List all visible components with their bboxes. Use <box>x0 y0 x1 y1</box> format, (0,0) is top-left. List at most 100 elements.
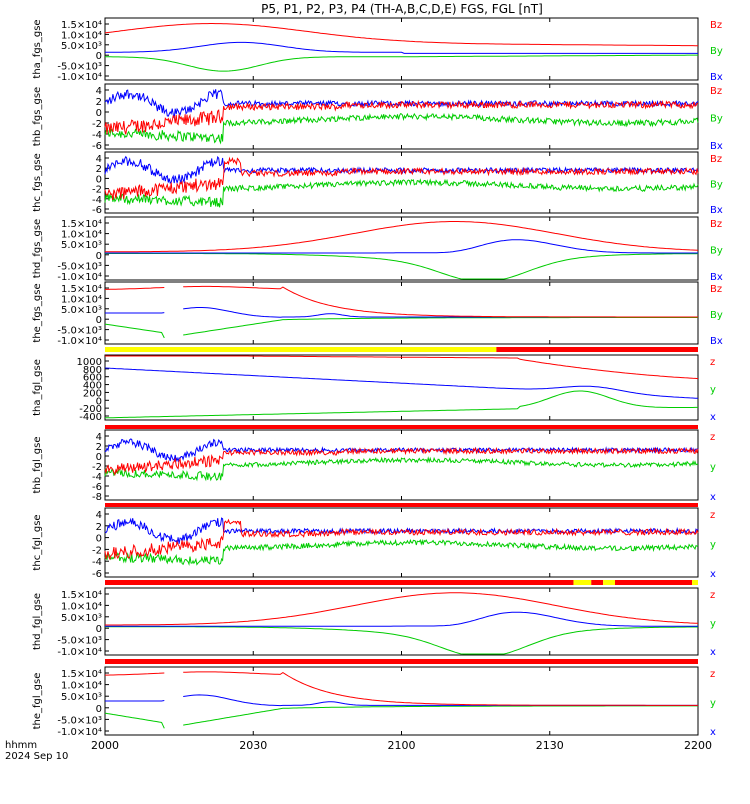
y-tick-label: 1.5×10⁴ <box>61 590 102 601</box>
series-x <box>105 611 698 627</box>
series-z <box>104 99 699 135</box>
y-tick-label: -2 <box>92 545 102 556</box>
legend-bx: Bx <box>710 141 723 152</box>
x-tick-label: 2000 <box>91 739 119 752</box>
series-z <box>104 23 698 47</box>
legend-x: x <box>710 412 716 423</box>
x-tick-label: 2200 <box>684 739 712 752</box>
mode-bar-segment <box>105 659 698 664</box>
legend-bz: Bz <box>710 154 722 165</box>
y-tick-label: -1.0×10⁴ <box>57 727 102 738</box>
x-tick-label: 2030 <box>239 739 267 752</box>
panels-group: 1.5×10⁴1.0×10⁴5.0×10³0-5.0×10³-1.0×10⁴th… <box>32 17 723 752</box>
y-tick-label: 800 <box>83 365 102 376</box>
y-tick-label: -6 <box>92 482 102 493</box>
y-tick-label: -6 <box>92 205 102 216</box>
series-z <box>105 285 698 318</box>
y-tick-label: -1.0×10⁴ <box>57 647 102 658</box>
panel-frame <box>104 17 699 81</box>
y-tick-label: 0 <box>96 174 102 185</box>
y-tick-label: -8 <box>92 492 102 503</box>
series-y <box>105 54 698 72</box>
panel-8: 420-2-4-6 thc_fgl_gse z y x <box>32 507 716 580</box>
y-tick-label: -1.0×10⁴ <box>57 272 102 283</box>
legend-x: x <box>710 727 716 738</box>
y-tick-label: 1.0×10⁴ <box>61 230 102 241</box>
chart-title: P5, P1, P2, P3, P4 (TH-A,B,C,D,E) FGS, F… <box>261 2 543 16</box>
legend-bx: Bx <box>710 72 723 83</box>
series-y <box>105 253 699 280</box>
y-tick-label: 2 <box>96 522 102 533</box>
y-tick-label: 4 <box>96 86 102 97</box>
panel-2: 420-2-4-6 thb_fgs_gse Bz By Bx <box>32 83 723 152</box>
mode-bar-segment <box>614 580 693 585</box>
legend-z: z <box>710 590 715 601</box>
legend-bx: Bx <box>710 205 723 216</box>
series-z <box>105 221 699 253</box>
legend-by: By <box>710 246 723 257</box>
y-tick-label: 1.0×10⁴ <box>61 294 102 305</box>
y-tick-label: 4 <box>96 510 102 521</box>
y-axis-label: thc_fgs_gse <box>32 153 43 212</box>
y-tick-label: 2 <box>96 442 102 453</box>
legend-x: x <box>710 647 716 658</box>
y-axis-label: thb_fgs_gse <box>32 87 43 146</box>
legend-z: z <box>710 432 715 443</box>
y-tick-label: 0 <box>96 51 102 62</box>
y-tick-label: -5.0×10³ <box>57 715 102 726</box>
series-z <box>105 671 698 706</box>
panel-3: 420-2-4-6 thc_fgs_gse Bz By Bx <box>32 151 723 216</box>
y-tick-label: -400 <box>79 412 102 423</box>
y-tick-label: 2 <box>96 164 102 175</box>
y-tick-label: 5.0×10³ <box>61 305 102 316</box>
panel-frame <box>104 281 699 345</box>
y-tick-label: 5.0×10³ <box>61 692 102 703</box>
mode-bar-segment <box>105 503 698 507</box>
legend-bx: Bx <box>710 272 723 283</box>
mode-bar-segment <box>105 580 574 585</box>
y-tick-label: 0 <box>96 704 102 715</box>
y-axis-label: thd_fgl_gse <box>32 593 43 650</box>
legend-bx: Bx <box>710 336 723 347</box>
legend-bz: Bz <box>710 86 722 97</box>
panel-7: 420-2-4-6-8 thb_fgl_gse z y x <box>32 429 716 503</box>
y-tick-label: -1.0×10⁴ <box>57 72 102 83</box>
series-z <box>104 446 699 476</box>
x-axis-date: 2024 Sep 10 <box>5 751 68 762</box>
y-tick-label: 5.0×10³ <box>61 613 102 624</box>
y-tick-label: 1.0×10⁴ <box>61 30 102 41</box>
legend-by: By <box>710 310 723 321</box>
mode-bar-segment <box>573 580 592 585</box>
series-z <box>105 355 699 380</box>
mode-bar-segment <box>591 580 604 585</box>
x-axis-label: hhmm <box>5 740 37 751</box>
y-tick-label: 0 <box>96 534 102 545</box>
y-tick-label: 400 <box>83 381 102 392</box>
series-y <box>104 112 699 145</box>
panel-frame <box>104 216 699 281</box>
series-x <box>104 367 699 399</box>
y-tick-label: -6 <box>92 569 102 580</box>
legend-z: z <box>710 669 715 680</box>
mode-bar-segment <box>105 347 497 352</box>
y-axis-label: thc_fgl_gse <box>32 514 43 570</box>
y-tick-label: 1.0×10⁴ <box>61 681 102 692</box>
legend-by: By <box>710 114 723 125</box>
y-tick-label: 1.5×10⁴ <box>61 219 102 230</box>
panel-frame <box>104 587 699 656</box>
legend-bz: Bz <box>710 284 722 295</box>
legend-y: y <box>710 619 716 630</box>
mode-bar-segment <box>105 425 698 429</box>
x-tick-label: 2130 <box>536 739 564 752</box>
y-tick-label: 0 <box>96 624 102 635</box>
y-tick-label: 4 <box>96 154 102 165</box>
y-tick-label: 0 <box>96 251 102 262</box>
panel-frame <box>104 83 699 150</box>
y-tick-label: 4 <box>96 432 102 443</box>
y-tick-label: -5.0×10³ <box>57 62 102 73</box>
